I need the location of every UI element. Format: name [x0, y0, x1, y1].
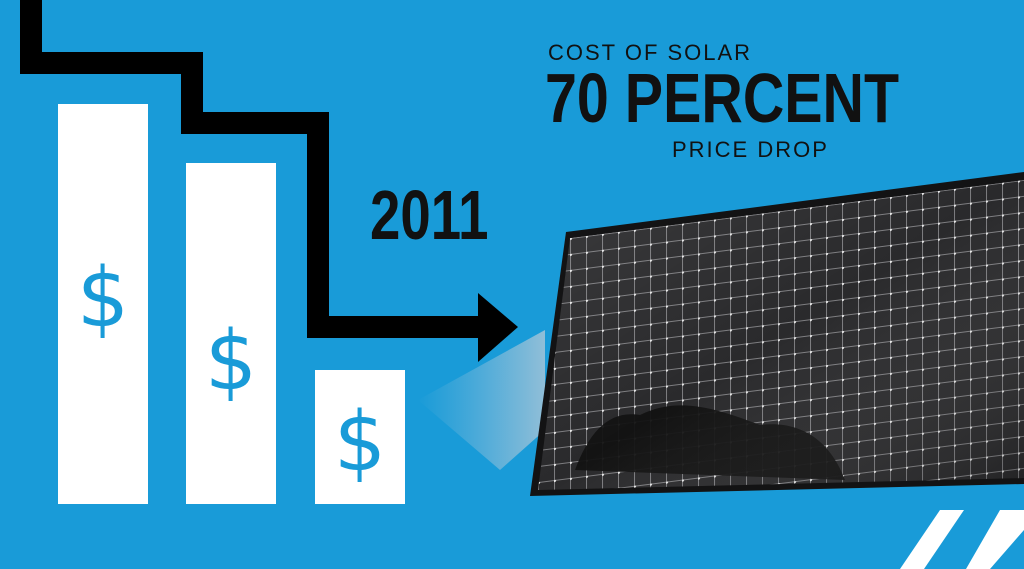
- headline-bottom: PRICE DROP: [672, 137, 829, 162]
- dollar-icon: $: [77, 251, 129, 346]
- headline-top: COST OF SOLAR: [548, 40, 753, 65]
- dollar-icon: $: [205, 314, 257, 409]
- headline-main: 70 PERCENT: [545, 59, 900, 137]
- arrow-right-icon: [478, 293, 518, 362]
- decor-stripe: [900, 510, 964, 569]
- decor-stripe: [966, 510, 1024, 569]
- bar-3: [315, 370, 405, 504]
- solar-panel-image: [530, 172, 1024, 496]
- light-beam: [418, 330, 545, 470]
- bar-2: [186, 163, 276, 504]
- price-step-line: [20, 0, 488, 338]
- dollar-icon: $: [334, 395, 386, 490]
- bar-1: [58, 104, 148, 504]
- year-label: 2011: [370, 176, 489, 254]
